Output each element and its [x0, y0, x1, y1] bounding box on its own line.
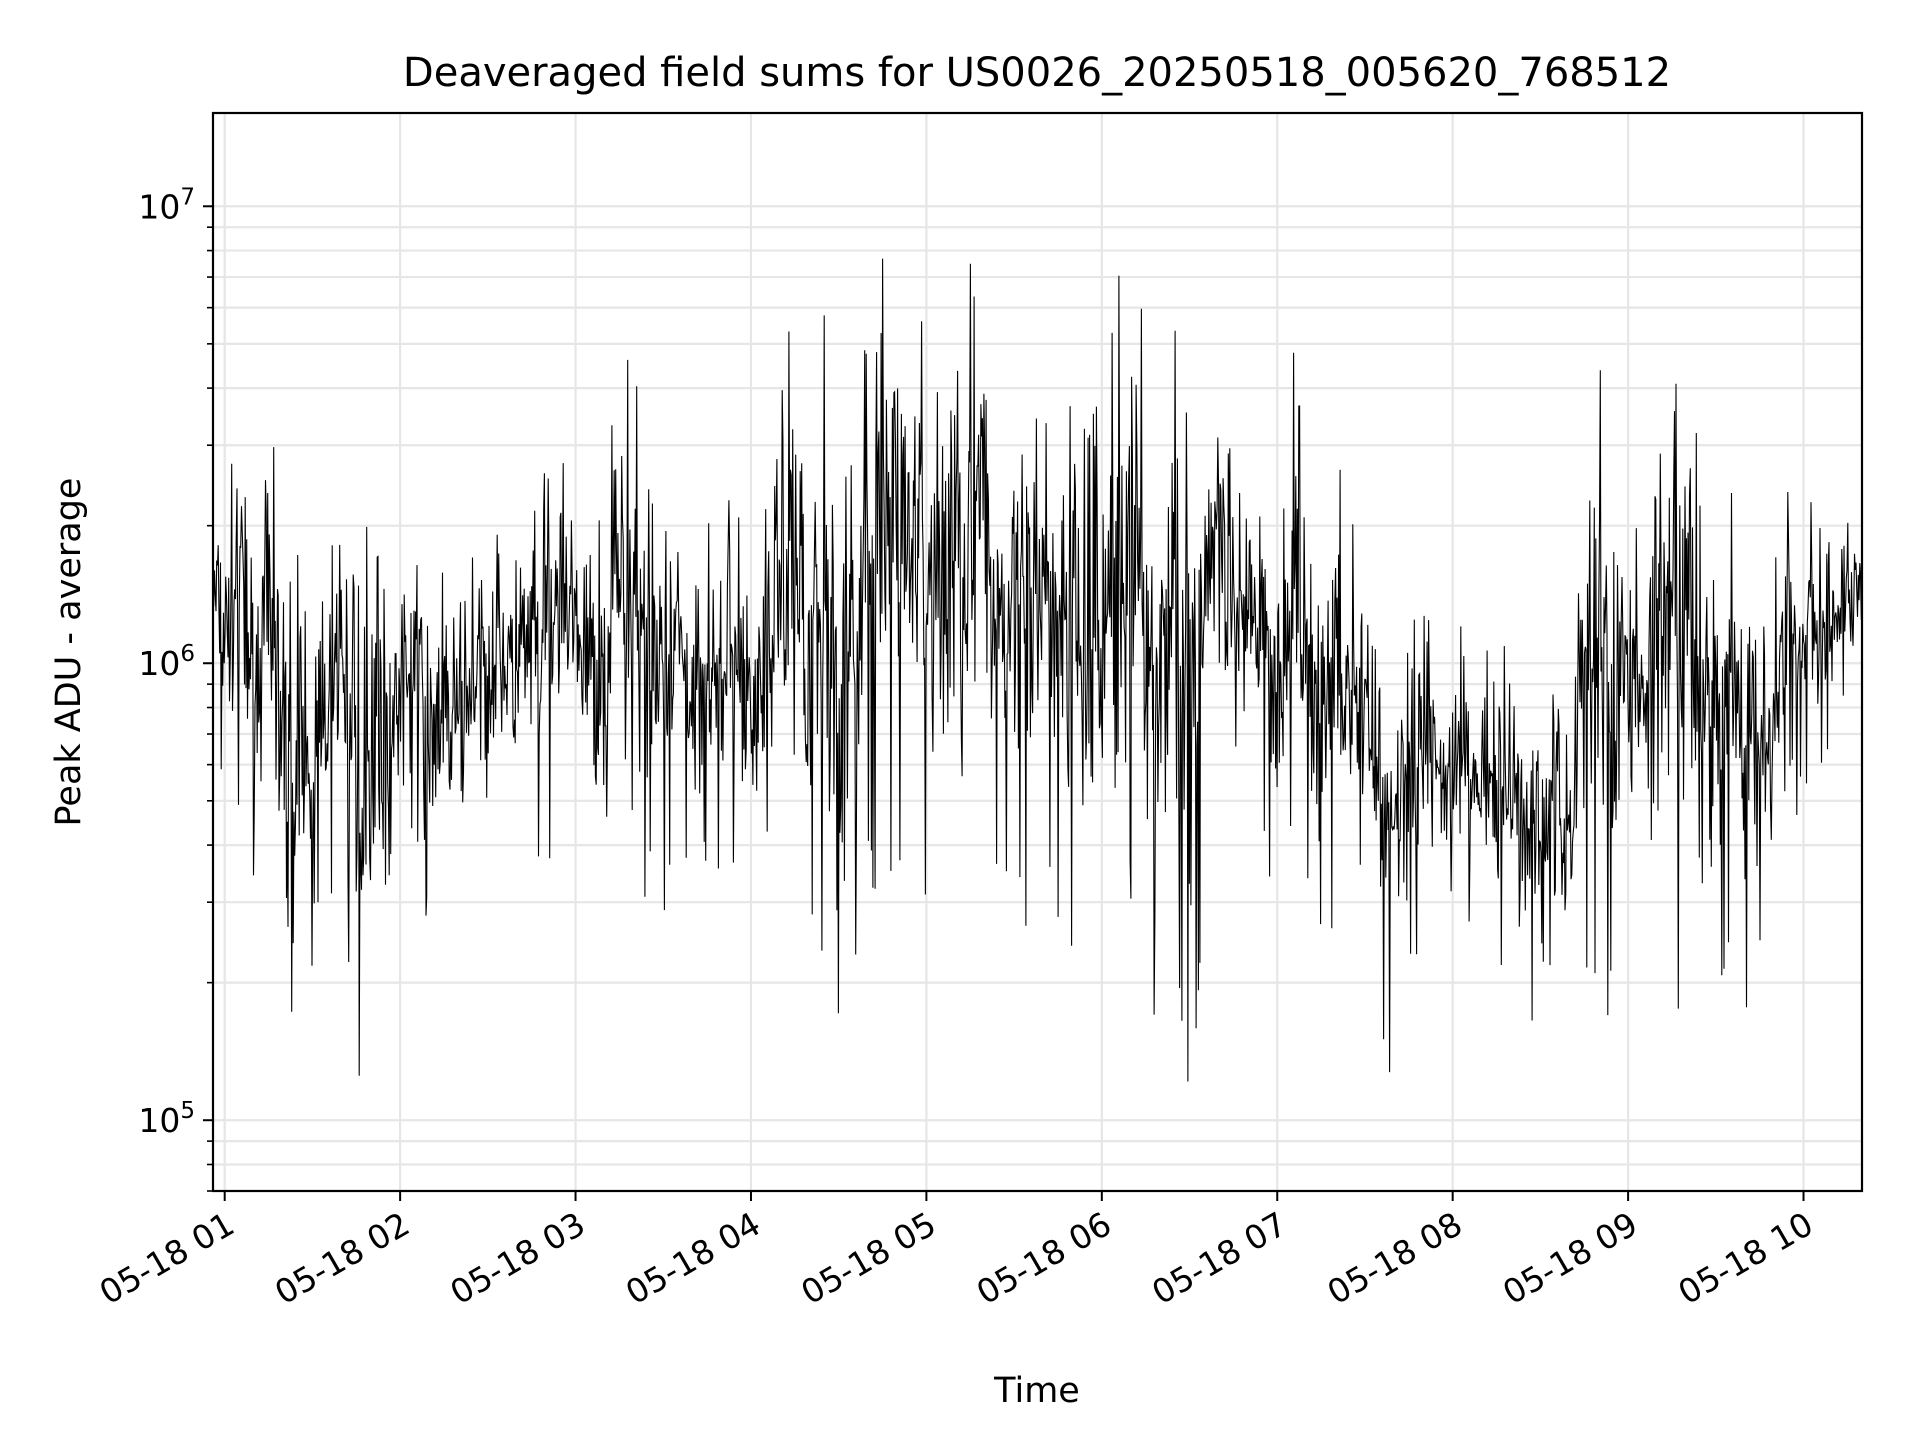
y-axis-label: Peak ADU - average — [49, 478, 89, 827]
y-tick-label: 105 — [138, 1098, 195, 1140]
plot-frame — [211, 111, 1864, 1193]
plot-area — [212, 258, 1863, 1082]
series-line — [212, 258, 1863, 1082]
y-axis: 105 106 107 — [138, 184, 213, 1192]
chart-title: Deaveraged field sums for US0026_2025051… — [403, 50, 1671, 96]
x-axis-label: Time — [993, 1371, 1080, 1411]
y-tick-label: 107 — [138, 184, 195, 226]
y-tick-label: 106 — [138, 641, 195, 683]
